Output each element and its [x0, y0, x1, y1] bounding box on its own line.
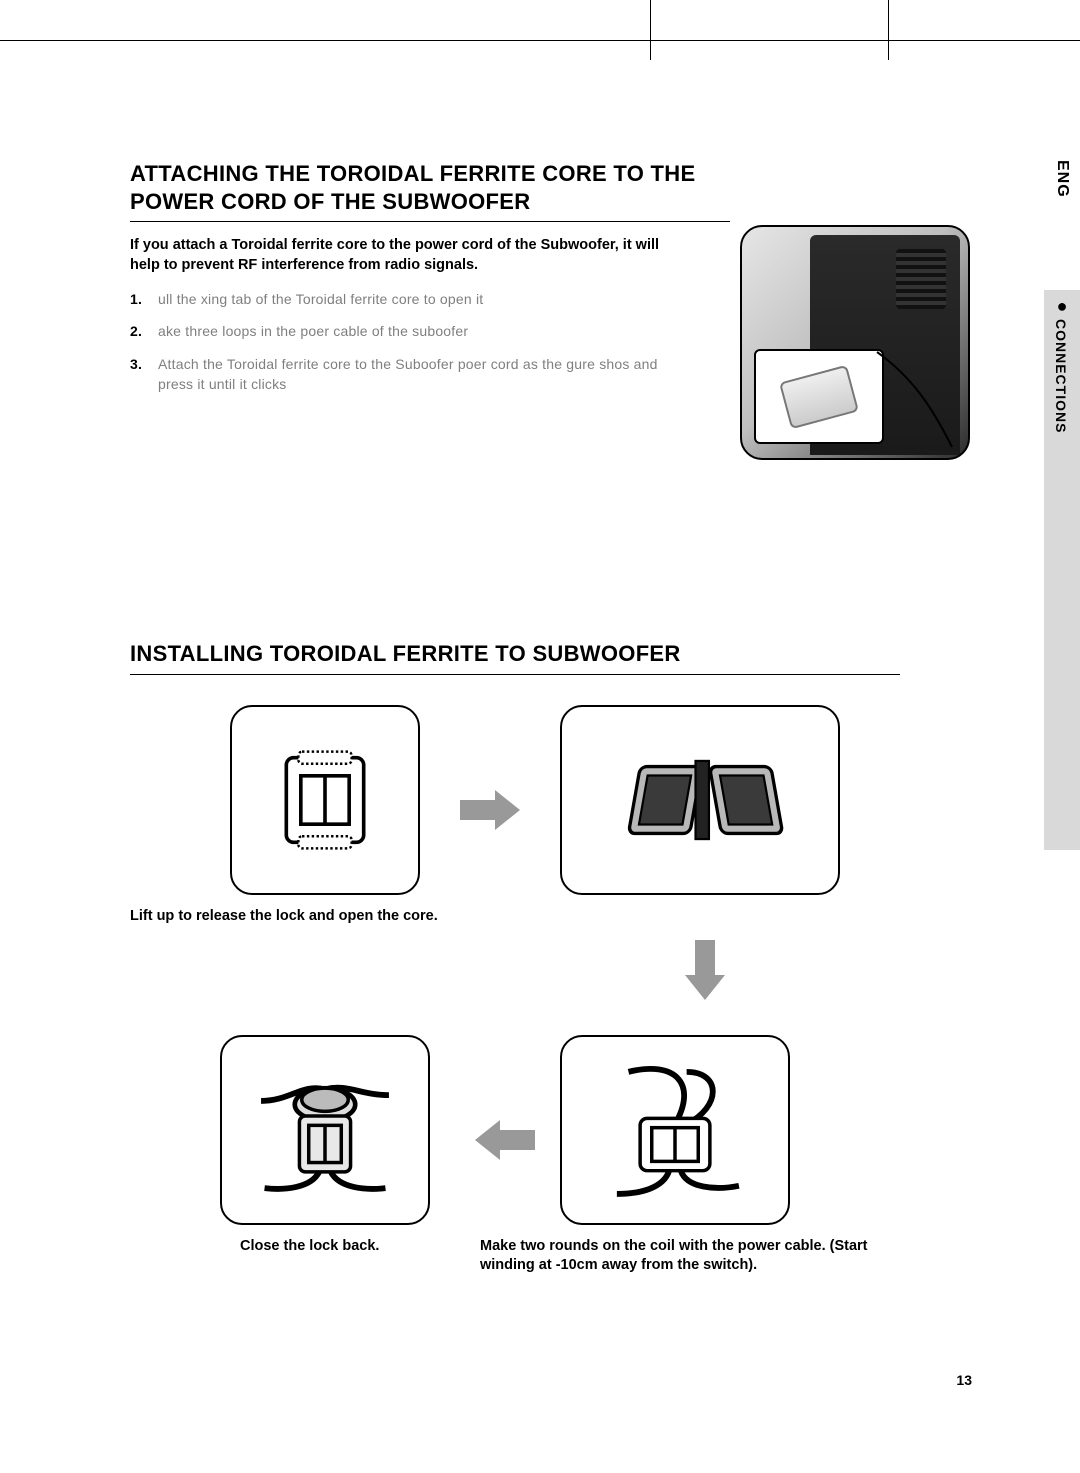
step-item: ake three loops in the poer cable of the… [130, 321, 690, 341]
ferrite-open-icon [587, 744, 813, 856]
ferrite-closed-icon [260, 739, 390, 860]
figure-open-core [560, 705, 840, 895]
caption-step3: Make two rounds on the coil with the pow… [480, 1237, 910, 1276]
crop-mark-v1 [650, 0, 651, 60]
ferrite-wrap-icon [590, 1060, 760, 1200]
section-tab: ● CONNECTIONS [1044, 290, 1080, 850]
section-tab-label: CONNECTIONS [1053, 319, 1069, 433]
arrow-left-icon [475, 1120, 535, 1160]
caption-step4: Close the lock back. [240, 1237, 460, 1257]
arrow-down-icon [685, 940, 725, 1000]
page-number: 13 [956, 1372, 972, 1388]
step-item: ull the xing tab of the Toroidal ferrite… [130, 289, 690, 309]
subwoofer-illustration [740, 225, 970, 460]
language-tab-label: ENG [1053, 150, 1071, 208]
crop-mark-h [0, 40, 1080, 41]
language-tab: ENG [1044, 150, 1080, 213]
cable-icon [872, 347, 962, 457]
manual-page: ENG ● CONNECTIONS ATTACHING THE TOROIDAL… [0, 0, 1080, 1473]
install-diagram: Lift up to release the lock and open the… [130, 705, 900, 1345]
section-installing: INSTALLING TOROIDAL FERRITE TO SUBWOOFER… [130, 640, 900, 1345]
section1-steps: ull the xing tab of the Toroidal ferrite… [130, 289, 690, 394]
step-item: Attach the Toroidal ferrite core to the … [130, 354, 690, 395]
ferrite-closed-cable-icon [248, 1060, 403, 1200]
figure-closed-with-cable [220, 1035, 430, 1225]
bullet-icon: ● [1044, 296, 1080, 317]
figure-closed-core [230, 705, 420, 895]
caption-step1: Lift up to release the lock and open the… [130, 907, 530, 927]
section2-title: INSTALLING TOROIDAL FERRITE TO SUBWOOFER [130, 640, 900, 675]
section1-title: ATTACHING THE TOROIDAL FERRITE CORE TO T… [130, 160, 730, 222]
figure-wrap-cable [560, 1035, 790, 1225]
section1-intro: If you attach a Toroidal ferrite core to… [130, 236, 690, 275]
crop-mark-v2 [888, 0, 889, 60]
arrow-right-icon [460, 790, 520, 830]
